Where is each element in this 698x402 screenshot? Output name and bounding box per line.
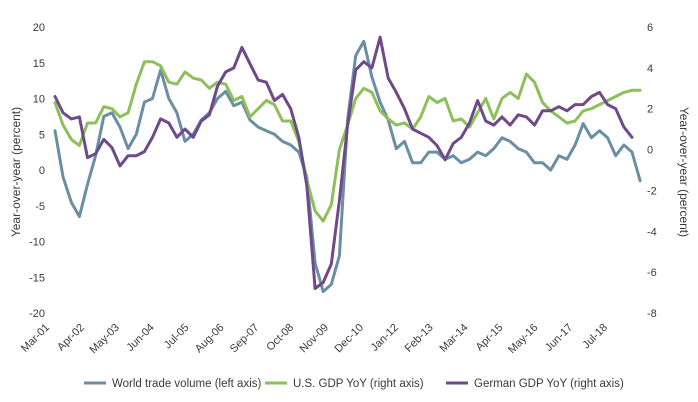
x-tick-label: Jun-04 <box>124 322 156 354</box>
left-y-tick-label: 5 <box>39 129 45 141</box>
x-tick-label: Jun-17 <box>543 322 575 354</box>
x-tick-label: Apr-02 <box>55 322 87 354</box>
left-y-tick-label: 10 <box>33 94 45 106</box>
x-tick-label: Dec-10 <box>332 322 366 356</box>
legend-label-2: U.S. GDP YoY (right axis) <box>293 378 424 390</box>
left-y-tick-label: -20 <box>29 308 45 320</box>
right-y-tick-label: 4 <box>647 63 653 75</box>
left-y-tick-label: -10 <box>29 237 45 249</box>
legend-label-1: World trade volume (left axis) <box>112 378 262 390</box>
x-tick-label: Apr-15 <box>474 322 506 354</box>
left-y-tick-label: -15 <box>29 272 45 284</box>
x-axis-ticks: Mar-01 Apr-02 May-03 Jun-04 Jul-05 Aug-06 Sep-… <box>19 322 610 356</box>
right-y-tick-label: -2 <box>647 185 657 197</box>
right-y-tick-label: -4 <box>647 226 657 238</box>
right-y-tick-label: -6 <box>647 267 657 279</box>
x-tick-label: Oct-08 <box>264 322 296 354</box>
left-y-axis-label: Year-over-year (percent) <box>9 107 23 237</box>
x-tick-label: Jan-12 <box>369 322 401 354</box>
series-line-1 <box>53 39 642 294</box>
right-y-axis-label: Year-over-year (percent) <box>677 107 691 237</box>
x-tick-label: Sep-07 <box>228 322 262 356</box>
x-tick-label: Mar-14 <box>437 322 470 355</box>
x-tick-label: Mar-01 <box>19 322 52 355</box>
x-tick-label: Jul-05 <box>162 322 192 352</box>
x-tick-label: Jul-18 <box>580 322 610 352</box>
right-y-axis-ticks: -8 -6 -4 -2 0 2 4 6 <box>647 22 657 320</box>
right-y-tick-label: 0 <box>647 145 653 157</box>
legend-label-3: German GDP YoY (right axis) <box>474 378 624 390</box>
left-y-tick-label: 0 <box>39 165 45 177</box>
legend: World trade volume (left axis) U.S. GDP Y… <box>84 378 624 390</box>
right-y-tick-label: -8 <box>647 308 657 320</box>
x-tick-label: Nov-09 <box>298 322 332 356</box>
right-y-tick-label: 6 <box>647 22 653 34</box>
left-y-tick-label: 15 <box>33 58 45 70</box>
series-line-3 <box>53 35 634 290</box>
x-tick-label: Feb-13 <box>403 322 436 355</box>
x-tick-label: May-16 <box>506 322 540 356</box>
x-tick-label: Aug-06 <box>193 322 227 356</box>
right-y-tick-label: 2 <box>647 104 653 116</box>
series-lines <box>53 35 642 294</box>
left-y-tick-label: -5 <box>35 201 45 213</box>
x-tick-label: May-03 <box>87 322 121 356</box>
left-y-tick-label: 20 <box>33 22 45 34</box>
left-y-axis-ticks: -20 -15 -10 -5 0 5 10 15 20 <box>29 22 45 320</box>
